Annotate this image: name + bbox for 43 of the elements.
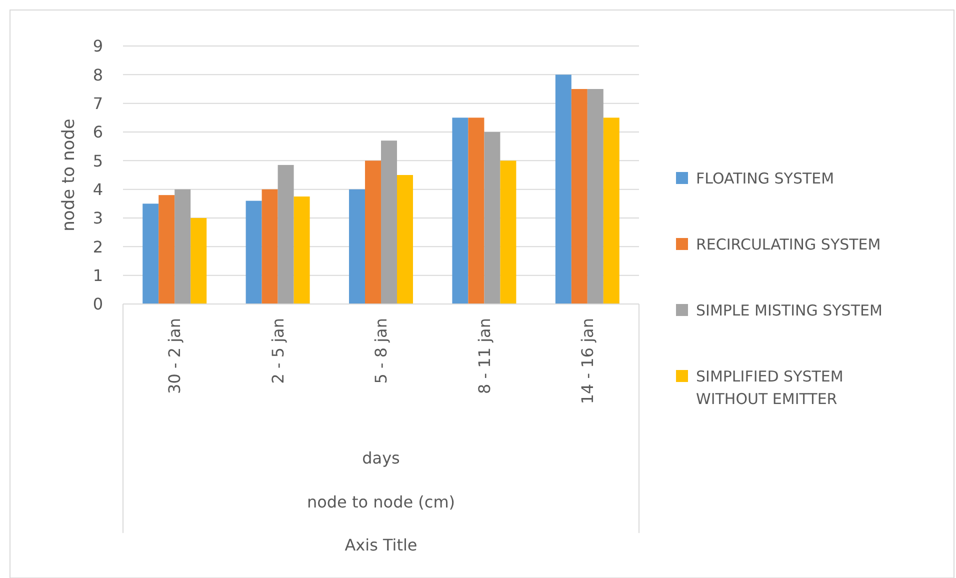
y-tick-label: 4 — [92, 180, 103, 199]
y-tick-label: 7 — [92, 94, 103, 113]
y-tick-label: 5 — [92, 151, 103, 170]
y-tick-label: 6 — [92, 122, 103, 142]
y-tick-label: 8 — [92, 65, 103, 84]
y-tick-label: 1 — [92, 266, 103, 285]
bar — [381, 140, 397, 304]
x-tick-label: 30 - 2 jan — [165, 318, 184, 394]
legend-label: FLOATING SYSTEM — [696, 169, 834, 188]
y-tick-label: 0 — [92, 294, 103, 314]
bar — [396, 175, 413, 304]
bar — [262, 189, 278, 304]
bar — [365, 160, 381, 304]
text: days — [362, 448, 400, 468]
bar — [484, 132, 500, 304]
bar — [349, 189, 366, 304]
bar — [555, 74, 572, 304]
bar — [294, 196, 310, 304]
bar — [174, 189, 191, 304]
bar — [246, 200, 262, 304]
x-tick-label: 14 - 16 jan — [578, 318, 597, 404]
bar — [603, 118, 620, 304]
x-tick-label: 5 - 8 jan — [372, 318, 391, 384]
bar — [571, 89, 588, 304]
y-tick-label: 3 — [92, 208, 103, 228]
y-axis-title: node to node — [58, 118, 79, 232]
x-tick-label: 2 - 5 jan — [268, 318, 288, 384]
bar — [158, 195, 175, 304]
y-tick-label: 9 — [92, 36, 103, 56]
x-tick-label: 8 - 11 jan — [474, 318, 494, 394]
bar — [500, 160, 516, 304]
legend-label: SIMPLE MISTING SYSTEM — [696, 301, 882, 320]
legend-label: SIMPLIFIED SYSTEM WITHOUT EMITTER — [696, 367, 844, 408]
legend-label: RECIRCULATING SYSTEM — [696, 235, 881, 254]
bar — [468, 118, 484, 304]
bar — [190, 218, 207, 304]
text: node to node (cm) — [306, 492, 456, 512]
bar — [142, 204, 159, 304]
bar — [587, 89, 604, 304]
y-tick-label: 2 — [92, 237, 103, 256]
bar — [278, 164, 294, 304]
bar — [452, 118, 468, 304]
text: Axis Title — [344, 536, 418, 555]
